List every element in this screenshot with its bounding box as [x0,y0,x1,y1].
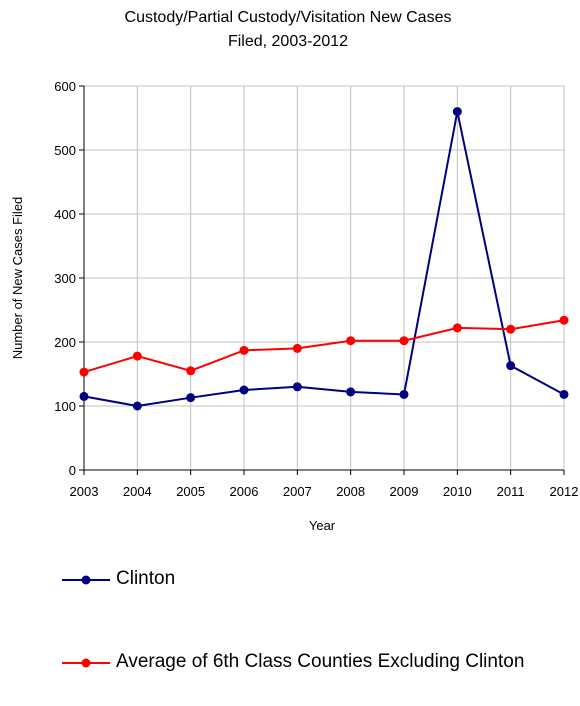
y-tick-label: 600 [54,79,76,94]
x-tick-label: 2008 [336,484,365,499]
x-tick-label: 2012 [550,484,579,499]
line-chart: 0 100 200 300 400 500 600 2003 2004 2005 2006 2007 2… [10,9,578,533]
data-point-series1-2010 [452,323,462,333]
data-point-series1-2006 [239,345,249,355]
x-tick-label: 2004 [123,484,152,499]
data-point-series0-2009 [399,389,409,399]
data-point-series0-2004 [132,401,142,411]
y-tick-label: 500 [54,143,76,158]
x-axis-label: Year [309,518,336,533]
tick-labels: 0 100 200 300 400 500 600 2003 2004 2005 2006 2007 2… [54,79,578,499]
data-point-series0-2011 [506,361,516,371]
data-point-series1-2009 [399,336,409,346]
chart-title-line-2: Filed, 2003-2012 [228,33,348,50]
x-tick-label: 2009 [390,484,419,499]
data-point-series0-2012 [559,389,569,399]
data-point-series0-2010 [452,107,462,117]
y-tick-label: 100 [54,399,76,414]
legend-swatch-clinton [62,575,110,585]
series-lines [79,107,569,411]
x-tick-label: 2007 [283,484,312,499]
data-point-series0-2006 [239,385,249,395]
legend-marker-clinton [81,575,91,585]
legend-swatch-average [62,658,110,668]
x-tick-label: 2006 [230,484,259,499]
y-tick-label: 300 [54,271,76,286]
axes [79,85,565,475]
data-point-series1-2011 [506,324,516,334]
data-point-series0-2003 [79,391,89,401]
legend-marker-average [81,658,91,668]
data-point-series1-2007 [292,343,302,353]
data-point-series0-2005 [186,393,196,403]
y-tick-label: 400 [54,207,76,222]
data-point-series0-2008 [346,387,356,397]
series-line-0 [83,111,565,408]
data-point-series1-2004 [132,351,142,361]
x-tick-label: 2003 [70,484,99,499]
legend-label-clinton: Clinton [116,568,176,589]
data-point-series1-2012 [559,315,569,325]
legend-label-average: Average of 6th Class Counties Excluding … [116,651,525,672]
data-point-series1-2008 [346,336,356,346]
y-tick-label: 200 [54,335,76,350]
series-line-1 [83,319,565,374]
x-tick-label: 2011 [497,484,525,499]
data-point-series1-2003 [79,367,89,377]
x-tick-label: 2005 [176,484,205,499]
gridlines [84,85,565,470]
chart-title-line-1: Custody/Partial Custody/Visitation New C… [125,9,452,26]
data-point-series0-2007 [292,382,302,392]
x-tick-label: 2010 [443,484,472,499]
y-axis-label: Number of New Cases Filed [10,197,25,360]
data-point-series1-2005 [186,366,196,376]
y-tick-label: 0 [69,463,76,478]
